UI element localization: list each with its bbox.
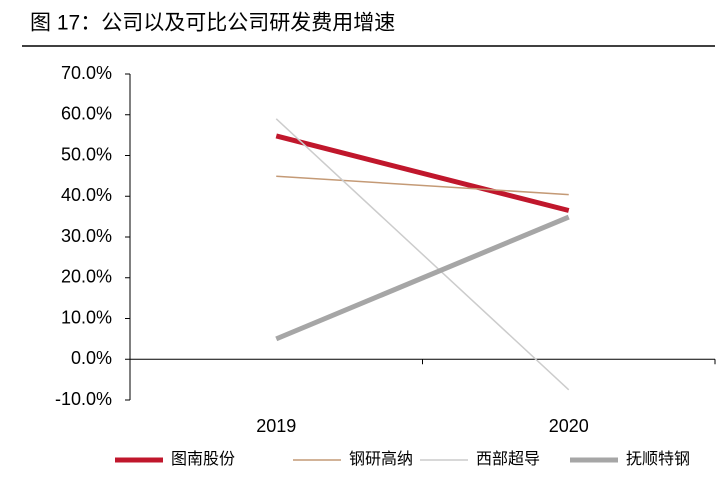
x-tick-label: 2019	[256, 416, 296, 436]
y-tick-label: -10.0%	[55, 389, 112, 409]
y-tick-label: 70.0%	[61, 63, 112, 83]
x-tick-label: 2020	[549, 416, 589, 436]
series-line	[275, 214, 570, 342]
legend-label: 抚顺特钢	[626, 450, 690, 468]
legend-label: 钢研高纳	[349, 450, 413, 468]
y-tick-label: 0.0%	[71, 348, 112, 368]
y-tick-label: 30.0%	[61, 226, 112, 246]
series-line	[275, 133, 570, 213]
y-tick-label: 10.0%	[61, 307, 112, 327]
legend-label: 图南股份	[171, 450, 235, 468]
series-line	[275, 118, 570, 391]
y-tick-label: 50.0%	[61, 144, 112, 164]
y-tick-label: 40.0%	[61, 185, 112, 205]
y-tick-label: 60.0%	[61, 104, 112, 124]
y-tick-label: 20.0%	[61, 267, 112, 287]
chart-title: 图 17：公司以及可比公司研发费用增速	[30, 12, 395, 35]
legend-label: 西部超导	[476, 450, 540, 468]
series-line	[276, 175, 569, 196]
